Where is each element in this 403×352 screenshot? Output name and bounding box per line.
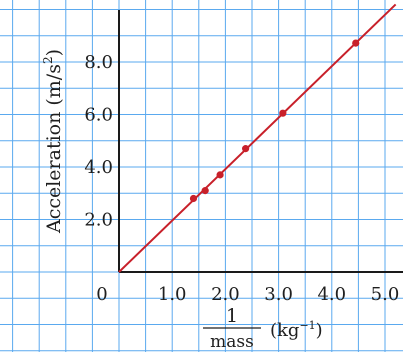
y-tick-label: 6.0 (84, 105, 113, 126)
data-point (189, 194, 198, 203)
x-axis-label-unit-prefix: (kg (270, 320, 299, 341)
y-axis-label-suffix: ) (43, 49, 65, 56)
x-axis-label-numerator: 1 (226, 305, 238, 327)
data-point (201, 187, 209, 195)
fit-line-group (118, 3, 397, 273)
x-tick-label: 1.0 (158, 284, 187, 305)
y-tick-labels: 2.0 4.0 6.0 8.0 (84, 52, 113, 231)
x-axis-label-unit: (kg−1) (270, 319, 323, 341)
y-tick-label: 2.0 (84, 210, 113, 231)
data-point (279, 109, 287, 117)
y-tick-label: 4.0 (84, 157, 113, 178)
data-point (242, 145, 250, 153)
data-point (352, 39, 360, 47)
y-axis-label-exponent: 2 (41, 56, 55, 64)
data-points (189, 39, 360, 203)
x-axis-label-denominator: mass (210, 332, 254, 352)
x-axis-label-unit-suffix: ) (316, 320, 323, 341)
data-point (216, 171, 224, 179)
x-axis-label-unit-exponent: −1 (299, 319, 315, 332)
x-tick-label: 4.0 (317, 284, 346, 305)
x-tick-label: 3.0 (264, 284, 293, 305)
x-tick-labels: 0 1.0 2.0 3.0 4.0 5.0 (96, 284, 399, 305)
x-tick-label: 0 (96, 284, 107, 305)
y-axis-label-text: Acceleration (m/s (43, 64, 65, 234)
best-fit-line (118, 3, 397, 273)
x-axis-label: 1 mass (kg−1) (203, 305, 323, 352)
y-axis-label: Acceleration (m/s2) (41, 49, 65, 234)
x-tick-label: 2.0 (211, 284, 240, 305)
x-tick-label: 5.0 (371, 284, 400, 305)
axes (118, 10, 403, 273)
svg-text:Acceleration (m/s2): Acceleration (m/s2) (41, 49, 65, 234)
y-tick-label: 8.0 (84, 52, 113, 73)
